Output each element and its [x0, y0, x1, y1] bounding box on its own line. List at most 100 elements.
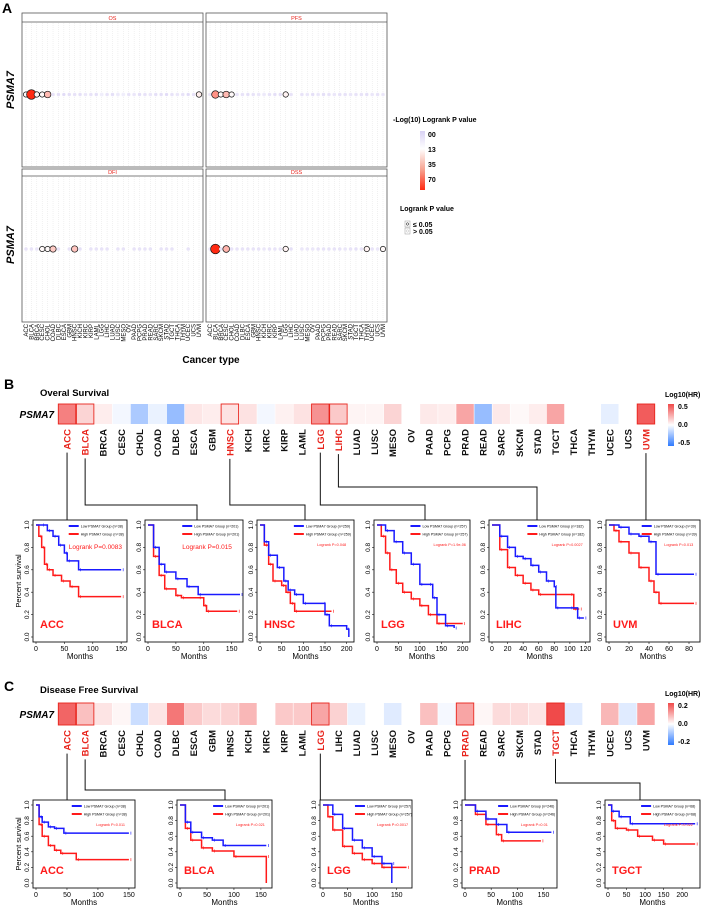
legend-label-low: Low PSMA7 Group (n=246) — [510, 805, 554, 809]
logrank-pvalue: Logrank P=0.0017 — [377, 823, 408, 827]
dot-meso — [305, 92, 310, 97]
x-tick-label: BRCA — [35, 324, 41, 341]
dot-lgg — [282, 91, 289, 98]
heatmap-cell-thca — [564, 404, 583, 424]
dot-kirp — [89, 247, 93, 251]
y-tick-label: 0.8 — [453, 816, 460, 825]
x-tick-label: 0 — [178, 892, 182, 899]
heatmap-col-label: CESC — [117, 730, 128, 757]
y-tick-label: 0.8 — [136, 543, 143, 552]
y-tick-label: 0.2 — [311, 863, 318, 872]
x-tick-label: 100 — [512, 892, 524, 899]
dot-kirp — [273, 92, 277, 97]
legend-label-low: Low PSMA7 Group (n=38) — [81, 525, 123, 529]
survival-curve-high — [492, 524, 580, 610]
heatmap-cell-laml — [293, 404, 311, 424]
dot-lihc — [289, 247, 293, 251]
heatmap-cell-kich — [239, 404, 257, 424]
x-tick-label: THYM — [181, 324, 187, 341]
heatmap-cell-paad — [420, 703, 438, 725]
dot-meso — [305, 247, 310, 251]
dot-pcpg — [321, 247, 326, 251]
heatmap-col-label: THCA — [569, 429, 580, 456]
heatmap-cell-lusc — [365, 404, 384, 424]
heatmap-cell-acc — [57, 403, 77, 425]
x-tick-label: SARC — [338, 323, 344, 340]
y-tick-label: 0.4 — [365, 587, 372, 596]
x-tick-label: UCEC — [370, 323, 376, 341]
heatmap-col-label: STAD — [533, 730, 544, 755]
x-tick-label: 100 — [87, 646, 99, 653]
heatmap-cell-chol — [130, 404, 149, 424]
y-tick-label: 0.8 — [311, 816, 318, 825]
dot-tgct — [170, 247, 174, 251]
heatmap-col-label: BRCA — [99, 730, 110, 758]
y-tick-label: 0.4 — [597, 587, 604, 596]
heatmap-col-label: KIRP — [280, 428, 291, 451]
y-tick-label: 1.0 — [24, 800, 31, 809]
km-plot-uvm: 0.0 0.2 0.4 0.6 0.8 1.0 0 20 40 60 80 Months Low PSM… — [597, 453, 701, 661]
x-tick-label: KICH — [262, 324, 268, 338]
x-tick-label: 150 — [658, 892, 670, 899]
x-tick-label: 80 — [550, 646, 558, 653]
x-tick-label: 100 — [414, 646, 426, 653]
heatmap-cell-sarc — [492, 703, 510, 725]
facet-title: DFI — [108, 170, 117, 176]
heatmap-col-label: MESO — [388, 429, 399, 457]
dot-stad — [348, 247, 353, 251]
dot-kirp — [273, 247, 277, 251]
heatmap-cell-lgg — [311, 403, 330, 425]
km-frame — [32, 799, 136, 889]
x-tick-label: BLCA — [29, 324, 35, 340]
y-tick-label: 0.0 — [24, 632, 31, 641]
legend-label-low: Low PSMA7 Group (n=201) — [194, 525, 238, 529]
heatmap-col-label: LAML — [298, 429, 309, 456]
dot-sarc — [338, 92, 342, 97]
facet-title: DSS — [291, 170, 303, 176]
dot-kirc — [83, 92, 88, 97]
color-legend-tick: 70 — [428, 177, 436, 184]
heatmap-col-label: THYM — [587, 730, 598, 757]
x-tick-label: SARC — [154, 323, 160, 340]
heatmap-col-label: KICH — [243, 730, 254, 753]
color-legend-tick: 35 — [428, 162, 436, 169]
dot-prad — [143, 247, 147, 251]
heatmap-col-label: LUAD — [352, 429, 363, 456]
x-tick-label: 60 — [535, 646, 543, 653]
heatmap-col-label: UVM — [641, 730, 652, 751]
dot-dlbc — [56, 92, 61, 97]
heatmap-col-label: PRAD — [461, 730, 472, 757]
x-tick-label: PCPG — [138, 324, 144, 341]
dot-prad — [143, 92, 147, 97]
x-tick-label: DLBC — [240, 323, 246, 340]
y-tick-label: 0.8 — [480, 543, 487, 552]
dot-ucs — [191, 92, 196, 97]
x-tick-label: 100 — [198, 646, 210, 653]
x-tick-label: KIRC — [267, 323, 273, 338]
x-tick-label: LUSC — [116, 323, 122, 340]
dot-ov — [126, 92, 131, 97]
legend-label-high: High PSMA7 Group (n=39) — [654, 533, 697, 537]
facet-title: OS — [109, 16, 117, 22]
km-plot-lgg: 0.0 0.2 0.4 0.6 0.8 1.0 0 50 100 150 200 Months Low … — [319, 452, 471, 661]
connector-line — [229, 458, 306, 520]
dot-dlbc — [240, 92, 245, 97]
dot-kich — [262, 247, 266, 251]
dot-brca — [33, 91, 40, 98]
dot-thym — [365, 92, 369, 97]
legend-label-high: High PSMA7 Group (n=182) — [539, 533, 584, 537]
y-tick-label: 0.8 — [168, 816, 175, 825]
y-tick-label: 0.6 — [311, 831, 318, 840]
x-tick-label: 100 — [639, 892, 651, 899]
x-tick-label: 50 — [395, 646, 403, 653]
connector-line — [555, 758, 641, 800]
dot-acc — [208, 92, 212, 97]
survival-curve-low — [492, 524, 584, 619]
survival-curve-low — [609, 524, 694, 576]
x-tick-label: 50 — [487, 892, 495, 899]
dot-chol — [43, 90, 52, 99]
hr-legend-tick: -0.2 — [678, 739, 690, 746]
y-tick-label: 0.2 — [453, 863, 460, 872]
km-frame — [176, 799, 273, 889]
heatmap-disease-free-survival: Disease Free Survival PSMA7 ACC BLCA BRCA CES… — [20, 685, 701, 758]
